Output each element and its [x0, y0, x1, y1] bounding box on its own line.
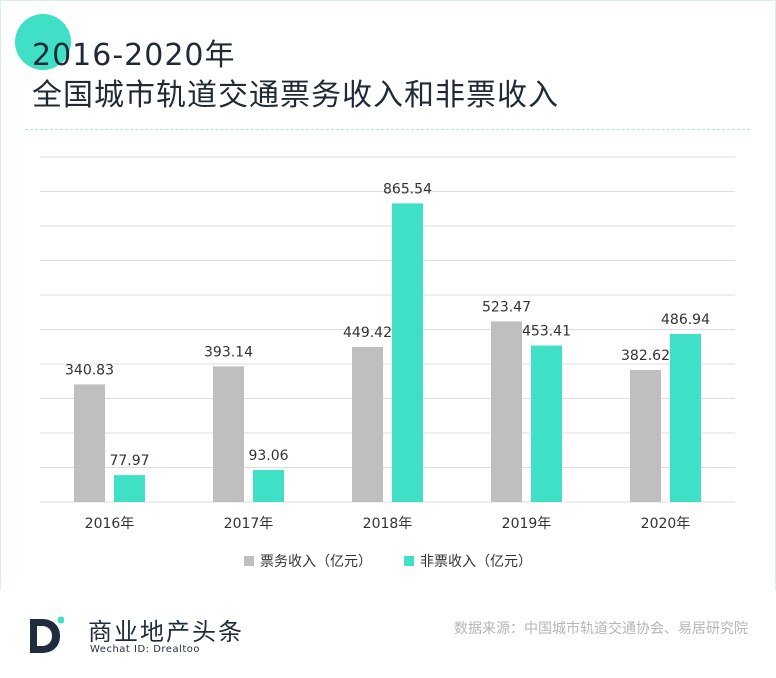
data-label: 449.42 [343, 325, 392, 341]
bar-chart: 340.83 77.97 2016年 393.14 93.06 2017年 449.42 86… [40, 156, 735, 532]
bar-ticket [352, 346, 383, 502]
bar-nonticket [114, 475, 145, 502]
legend-swatch-ticket [244, 556, 254, 566]
data-label: 77.97 [109, 453, 149, 469]
bar-ticket [213, 366, 244, 502]
x-tick-label: 2016年 [85, 516, 135, 532]
footer [0, 590, 776, 678]
bar-ticket [491, 321, 522, 502]
x-tick-label: 2017年 [224, 516, 274, 532]
legend-label-nonticket: 非票收入（亿元） [420, 554, 532, 570]
bar-nonticket [670, 334, 701, 502]
data-label: 93.06 [248, 448, 288, 464]
legend-item-ticket: 票务收入（亿元） [244, 551, 372, 571]
bar-nonticket [531, 345, 562, 502]
data-label: 340.83 [65, 362, 114, 378]
brand-logo-icon [30, 616, 64, 653]
chart-legend: 票务收入（亿元） 非票收入（亿元） [0, 551, 776, 571]
data-label: 865.54 [383, 181, 432, 197]
bar-ticket [74, 384, 105, 502]
data-label: 486.94 [661, 312, 710, 328]
x-tick-label: 2018年 [363, 516, 413, 532]
legend-swatch-nonticket [404, 556, 414, 566]
data-label: 453.41 [522, 324, 571, 340]
brand-name: 商业地产头条 [88, 618, 244, 646]
data-label: 523.47 [482, 299, 531, 315]
legend-label-ticket: 票务收入（亿元） [260, 554, 372, 570]
title-divider [25, 129, 750, 130]
title-line-1: 2016-2020年 [32, 38, 236, 73]
title-accent-circle [15, 14, 71, 70]
chart-title: 2016-2020年 全国城市轨道交通票务收入和非票收入 [32, 36, 559, 116]
data-label: 382.62 [621, 348, 670, 364]
title-line-2: 全国城市轨道交通票务收入和非票收入 [32, 78, 559, 113]
x-tick-label: 2019年 [502, 516, 552, 532]
x-tick-label: 2020年 [641, 516, 691, 532]
data-label: 393.14 [204, 344, 253, 360]
data-source: 数据来源：中国城市轨道交通协会、易居研究院 [454, 621, 748, 637]
bar-ticket [630, 369, 661, 502]
bar-nonticket [253, 469, 284, 502]
brand-wechat-id: Wechat ID: Drealtoo [90, 644, 201, 655]
bar-nonticket [392, 203, 423, 502]
legend-item-nonticket: 非票收入（亿元） [404, 551, 532, 571]
